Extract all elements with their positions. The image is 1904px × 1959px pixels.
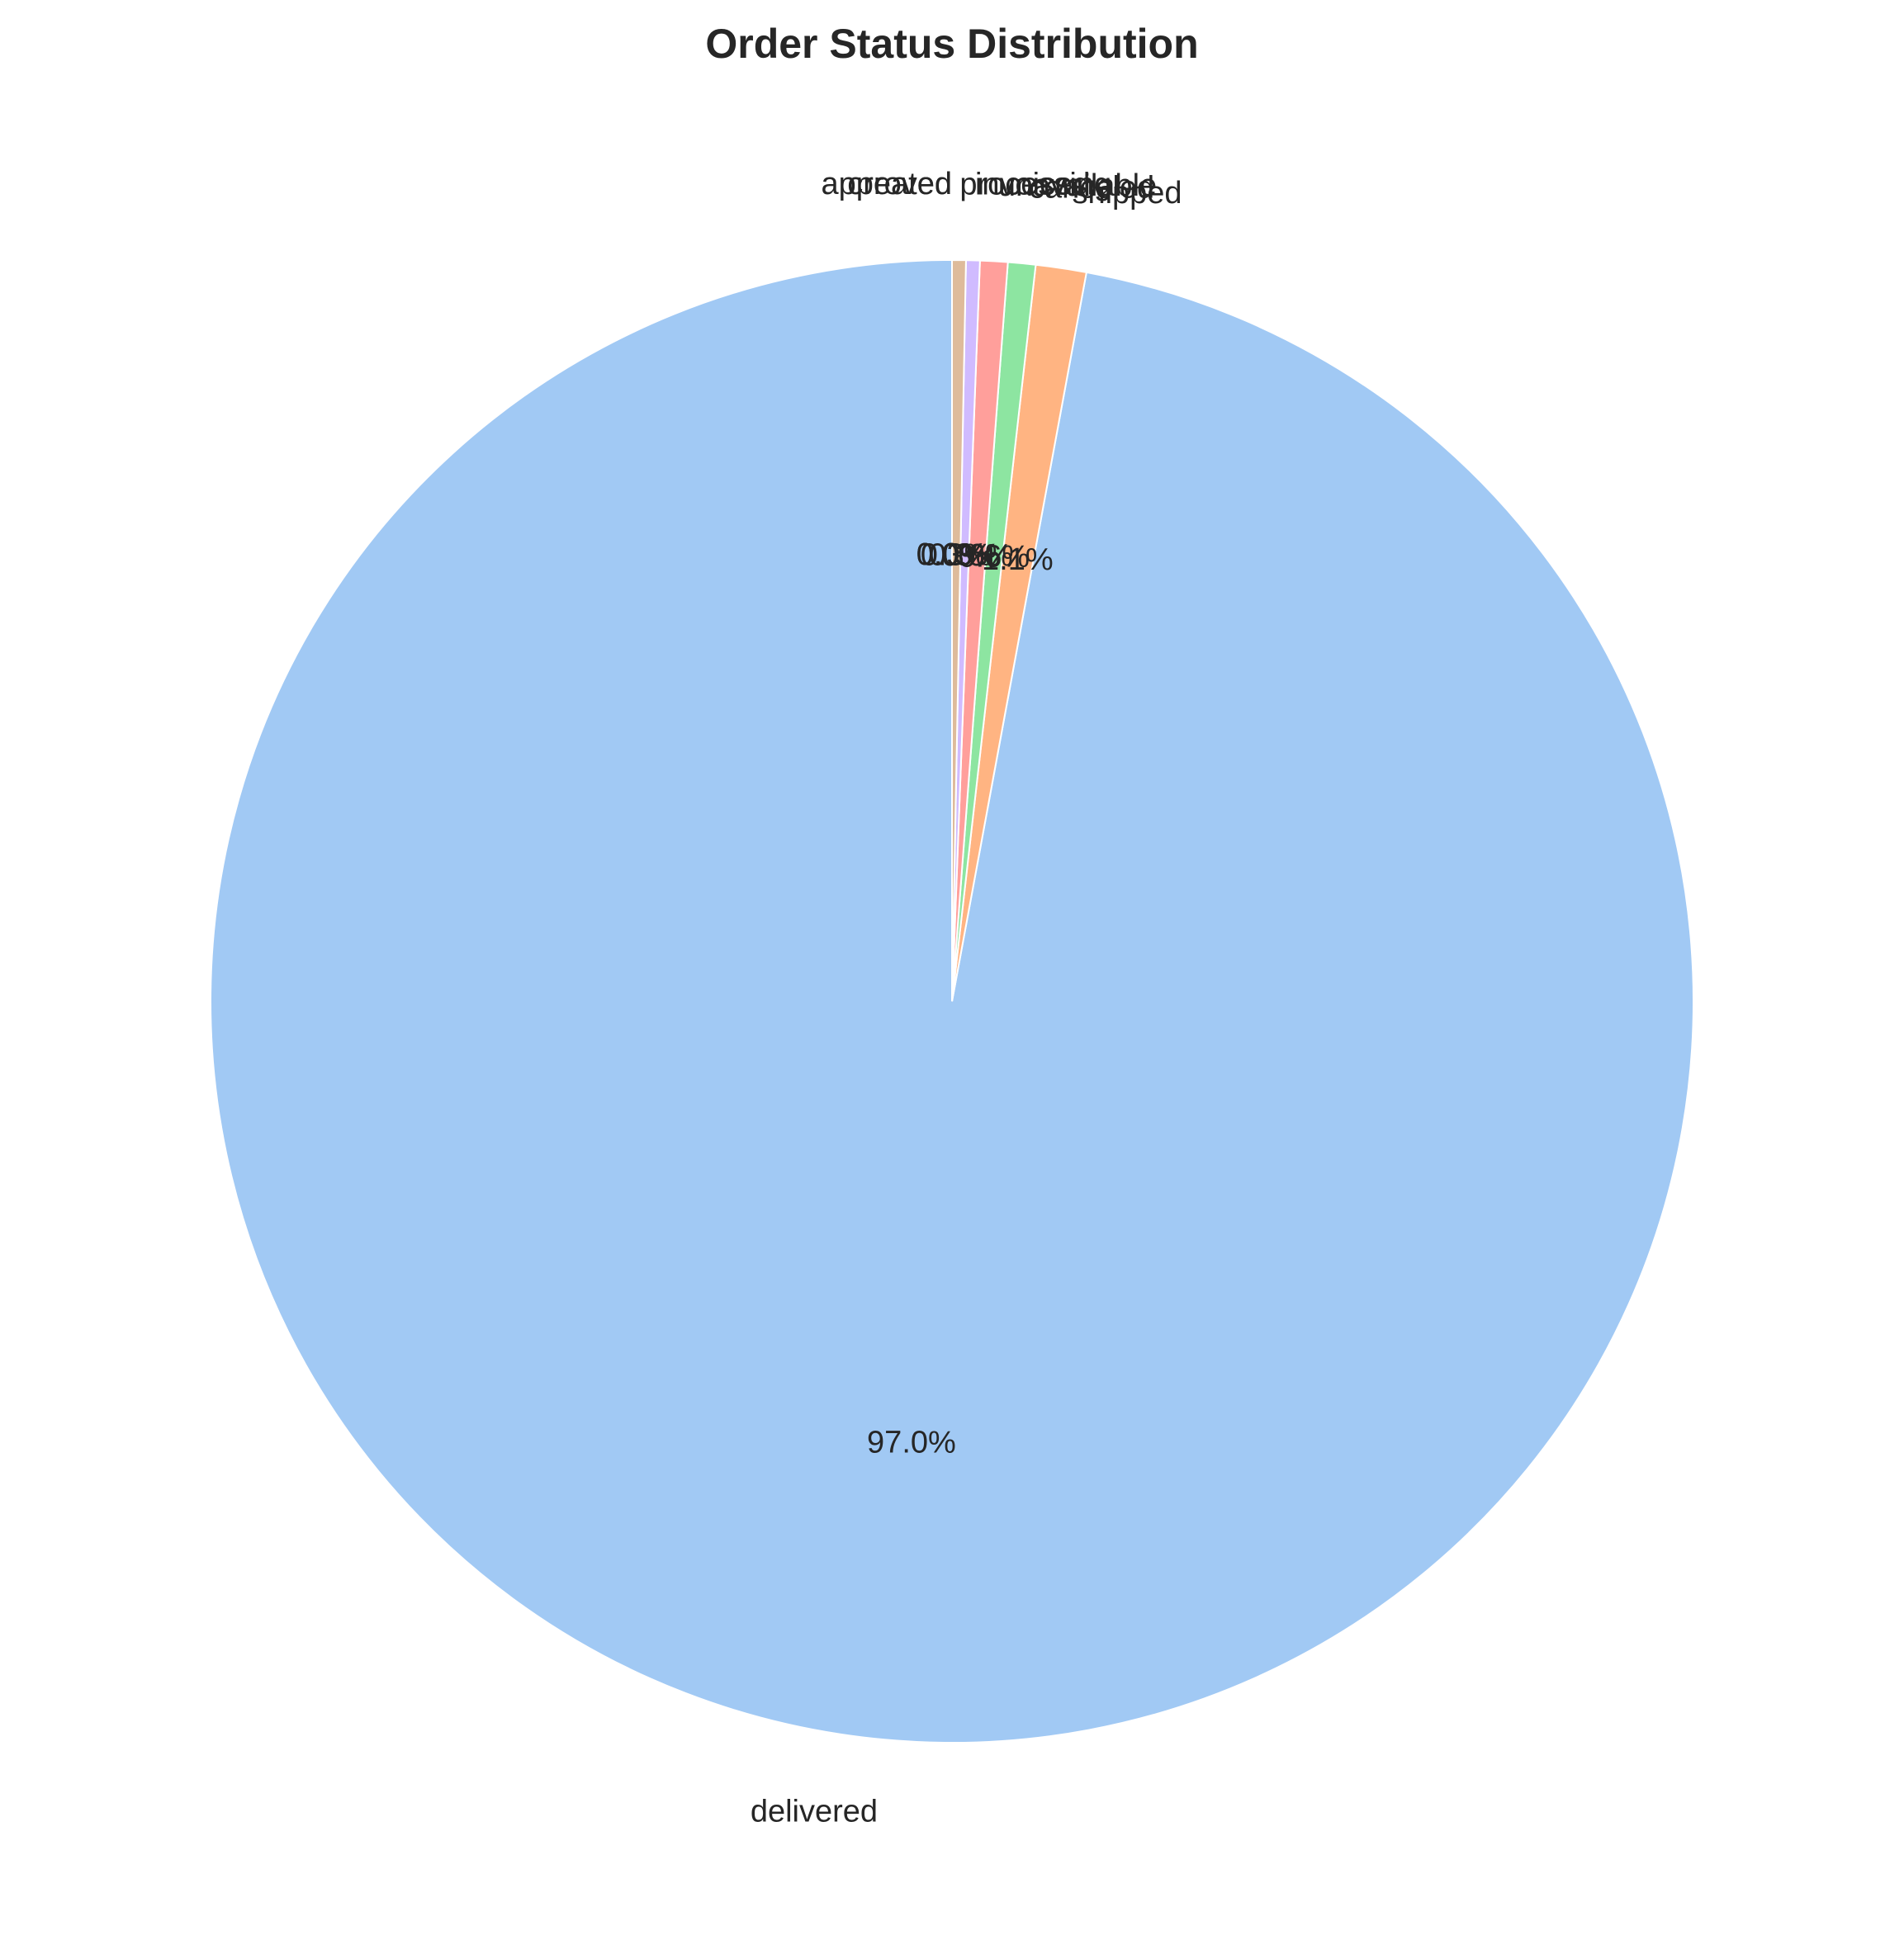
slice-label-processing: processing [959, 167, 1111, 201]
pie-slice-processing [951, 258, 967, 1002]
slice-label-canceled: canceled [1029, 171, 1154, 206]
slice-label-shipped: shipped [1072, 176, 1182, 211]
slice-label-invoiced: invoiced [975, 168, 1090, 202]
pct-label-canceled: 0.6% [958, 540, 1030, 575]
chart-title: Order Status Distribution [705, 21, 1198, 67]
pct-label-shipped: 1.1% [982, 542, 1054, 577]
slice-label-unavailable: unavailable [998, 168, 1157, 203]
slice-label-delivered: delivered [751, 1795, 878, 1829]
pie-labels: delivered 97.0% shipped 1.1% canceled 0.6% una… [751, 167, 1182, 1829]
pct-label-processing: 0.3% [921, 537, 992, 572]
pie-slices [210, 258, 1694, 1744]
pct-label-invoiced: 0.3% [929, 537, 1001, 572]
pct-label-approved: 0.0% [916, 537, 988, 572]
pct-label-unavailable: 0.6% [941, 538, 1013, 573]
pct-label-created: 0.0% [916, 537, 988, 572]
pct-label-delivered: 97.0% [867, 1426, 956, 1460]
slice-label-approved: approved [822, 167, 952, 201]
slice-label-created: created [847, 167, 952, 201]
